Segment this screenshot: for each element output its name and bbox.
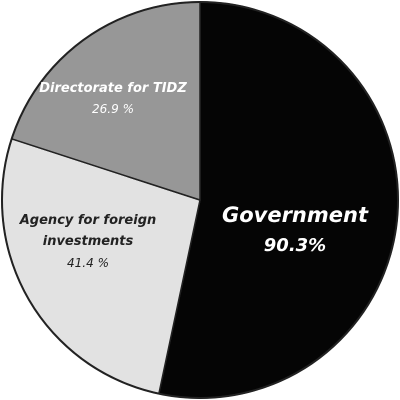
slice-label-agency-line1: Agency for foreign [19, 213, 157, 228]
slice-value-agency: 41.4 % [67, 256, 109, 270]
slice-label-government: Government [222, 203, 369, 227]
slice-label-directorate: Directorate for TIDZ [39, 81, 187, 96]
slice-label-agency-line2: investments [43, 234, 134, 249]
slice-value-government: 90.3% [264, 235, 326, 256]
slice-value-directorate: 26.9 % [92, 102, 134, 116]
